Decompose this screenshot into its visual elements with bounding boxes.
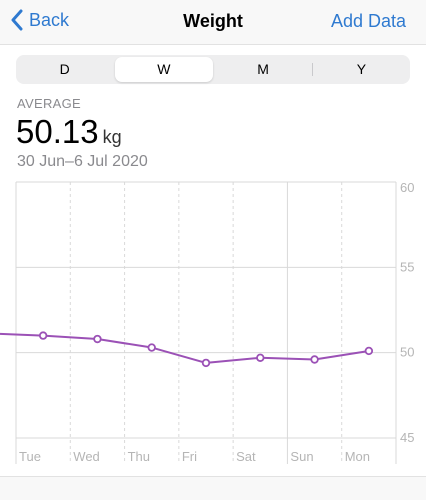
data-point xyxy=(38,331,48,340)
x-tick-label: Mon xyxy=(345,449,370,464)
add-data-button[interactable]: Add Data xyxy=(330,11,406,31)
bottom-toolbar xyxy=(0,476,426,500)
data-point xyxy=(256,353,265,362)
back-label: Back xyxy=(29,9,70,30)
navigation-bar: Back Weight Add Data xyxy=(0,0,426,45)
period-segmented-control: D W M Y xyxy=(16,55,410,84)
page-title: Weight xyxy=(183,11,243,31)
data-point xyxy=(93,334,102,344)
data-point xyxy=(310,355,319,364)
x-tick-label: Fri xyxy=(182,449,197,464)
average-label: AVERAGE xyxy=(17,96,81,111)
tab-week[interactable]: W xyxy=(115,57,213,82)
weight-series-line xyxy=(0,332,370,364)
data-point xyxy=(201,358,211,368)
weight-line-chart[interactable]: 60 55 50 45 Tue Wed Thu Fri Sat Sun Mon xyxy=(0,180,426,466)
average-unit: kg xyxy=(102,127,122,147)
x-tick-label: Wed xyxy=(73,449,100,464)
data-point xyxy=(364,346,374,356)
segment-divider xyxy=(311,63,313,76)
tab-month[interactable]: M xyxy=(257,61,269,77)
y-tick-label: 60 xyxy=(400,180,414,195)
tab-year[interactable]: Y xyxy=(356,61,367,77)
back-button[interactable]: Back xyxy=(10,9,69,31)
data-point xyxy=(147,343,156,352)
x-tick-label: Sat xyxy=(236,449,256,464)
chevron-left-icon xyxy=(11,9,23,31)
tab-day[interactable]: D xyxy=(59,61,70,77)
x-tick-label: Sun xyxy=(290,449,313,464)
y-tick-label: 55 xyxy=(400,259,414,274)
x-tick-label: Thu xyxy=(128,449,150,464)
y-tick-label: 50 xyxy=(400,345,414,360)
y-tick-label: 45 xyxy=(400,430,414,445)
x-tick-label: Tue xyxy=(19,449,41,464)
average-value-block: 50.13 kg xyxy=(16,113,122,151)
average-value: 50.13 xyxy=(16,113,99,150)
date-range: 30 Jun–6 Jul 2020 xyxy=(17,153,148,170)
